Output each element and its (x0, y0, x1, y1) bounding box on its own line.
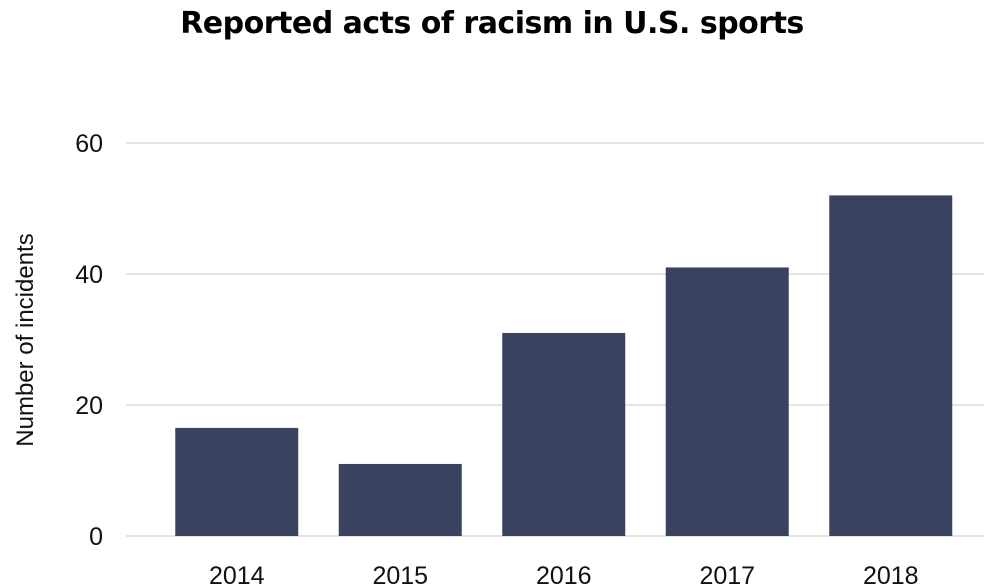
bar-2017 (665, 267, 789, 536)
bar-2016 (502, 332, 626, 536)
y-tick-labels: 0 20 40 60 (75, 130, 103, 551)
y-tick-label: 60 (75, 130, 103, 158)
bar-2015 (338, 463, 462, 536)
y-tick-label: 40 (75, 261, 103, 289)
chart-title: Reported acts of racism in U.S. sports (180, 6, 804, 41)
y-axis-label: Number of incidents (12, 233, 39, 446)
x-tick-label: 2016 (536, 562, 592, 588)
x-tick-label: 2015 (372, 562, 428, 588)
x-tick-labels: 2014 2015 2016 2017 2018 (209, 562, 919, 588)
y-tick-label: 0 (89, 523, 103, 551)
x-tick-label: 2014 (209, 562, 265, 588)
x-tick-label: 2018 (863, 562, 919, 588)
bars (175, 195, 953, 536)
y-tick-label: 20 (75, 392, 103, 420)
x-tick-label: 2017 (699, 562, 755, 588)
bar-2014 (175, 427, 299, 536)
bar-2018 (829, 195, 953, 536)
